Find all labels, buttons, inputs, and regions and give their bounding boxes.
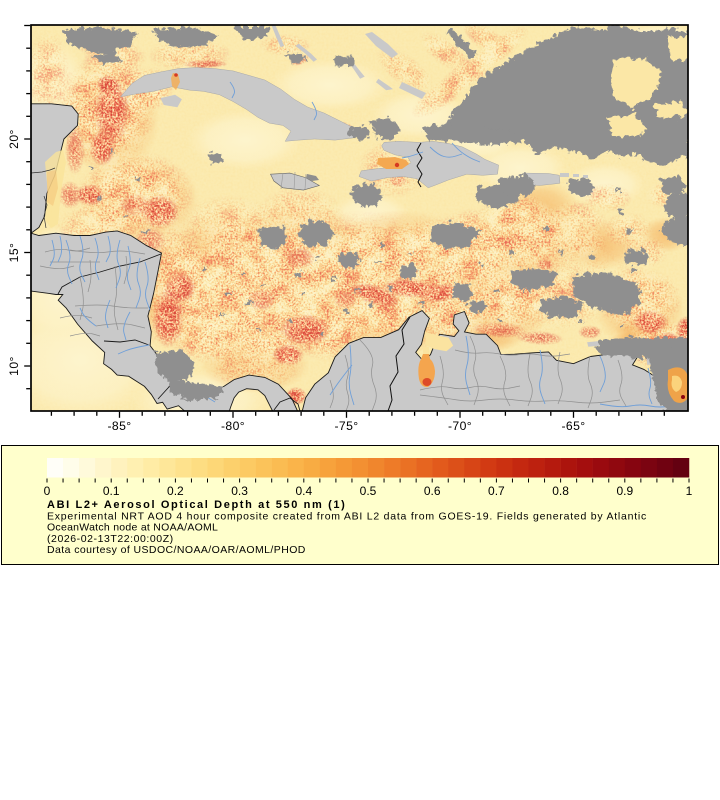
svg-text:-70°: -70°: [448, 419, 472, 433]
svg-text:0.3: 0.3: [231, 484, 248, 498]
svg-text:-65°: -65°: [561, 419, 585, 433]
svg-text:0.6: 0.6: [424, 484, 441, 498]
svg-text:1: 1: [686, 484, 693, 498]
svg-text:ABI L2+ Aerosol Optical Depth: ABI L2+ Aerosol Optical Depth at 550 nm …: [47, 499, 346, 511]
svg-text:0.7: 0.7: [488, 484, 505, 498]
svg-text:(2026-02-13T22:00:00Z): (2026-02-13T22:00:00Z): [47, 533, 174, 545]
svg-text:10°: 10°: [7, 356, 21, 376]
svg-text:Experimental NRT AOD 4 hour co: Experimental NRT AOD 4 hour composite cr…: [47, 511, 647, 523]
svg-text:OceanWatch node at NOAA/AOML: OceanWatch node at NOAA/AOML: [47, 522, 218, 534]
svg-text:Data courtesy of USDOC/NOAA/OA: Data courtesy of USDOC/NOAA/OAR/AOML/PHO…: [47, 544, 306, 556]
svg-text:0.1: 0.1: [103, 484, 120, 498]
svg-text:-80°: -80°: [221, 419, 245, 433]
svg-text:0.4: 0.4: [295, 484, 312, 498]
svg-text:15°: 15°: [7, 243, 21, 263]
svg-text:20°: 20°: [7, 129, 21, 149]
svg-text:0: 0: [44, 484, 51, 498]
svg-text:0.2: 0.2: [167, 484, 184, 498]
svg-text:0.5: 0.5: [360, 484, 377, 498]
svg-text:0.9: 0.9: [616, 484, 633, 498]
svg-text:-85°: -85°: [107, 419, 131, 433]
svg-text:0.8: 0.8: [552, 484, 569, 498]
svg-text:-75°: -75°: [334, 419, 358, 433]
